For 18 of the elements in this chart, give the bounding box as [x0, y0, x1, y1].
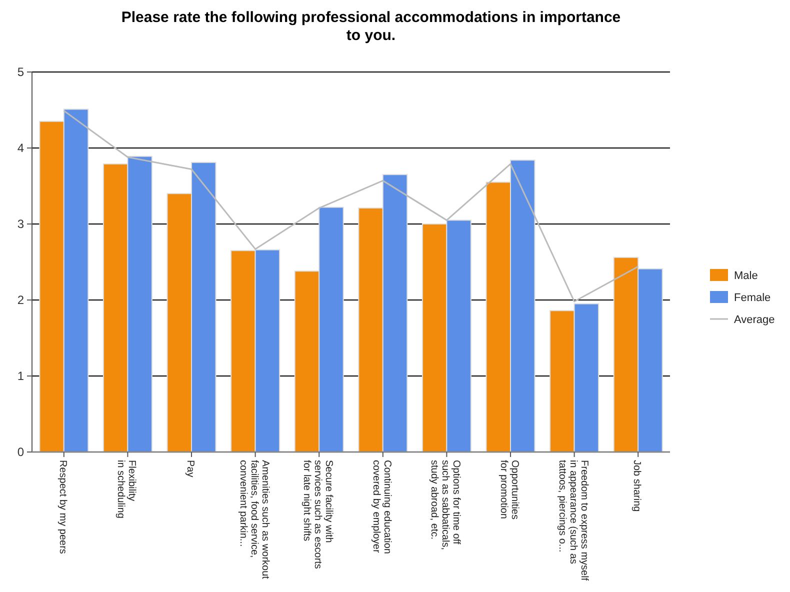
x-tick-label: Freedom to express myself in appearance (such as tattoos, piercings o... [556, 460, 590, 581]
chart-title: Please rate the following professional accommodations in importance to you. [121, 9, 621, 44]
y-tick-label: 5 [17, 65, 24, 80]
y-tick-label: 3 [17, 217, 24, 232]
x-tick-label: Respect by my peers [56, 460, 68, 554]
y-tick-label: 0 [17, 445, 24, 460]
legend-label: Average [734, 314, 775, 326]
x-tick-label: Flexibility in scheduling [115, 460, 138, 518]
y-tick-label: 1 [17, 369, 24, 384]
x-tick-label: Amenities such as workout facilities, food service, convenient parkin... [237, 460, 270, 580]
line-series [63, 110, 639, 302]
y-tick-label: 2 [17, 293, 24, 308]
x-tick-label: Job sharing [631, 460, 642, 512]
legend-label: Male [734, 270, 758, 282]
legend-label: Female [734, 292, 771, 304]
x-tick-label: Options for time off such as sabbaticals, study abroad, etc. [428, 460, 462, 550]
y-tick-label: 4 [17, 141, 24, 156]
x-tick-label: Pay [184, 460, 196, 478]
